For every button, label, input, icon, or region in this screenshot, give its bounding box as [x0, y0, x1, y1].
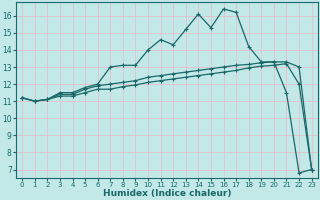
X-axis label: Humidex (Indice chaleur): Humidex (Indice chaleur)	[103, 189, 231, 198]
